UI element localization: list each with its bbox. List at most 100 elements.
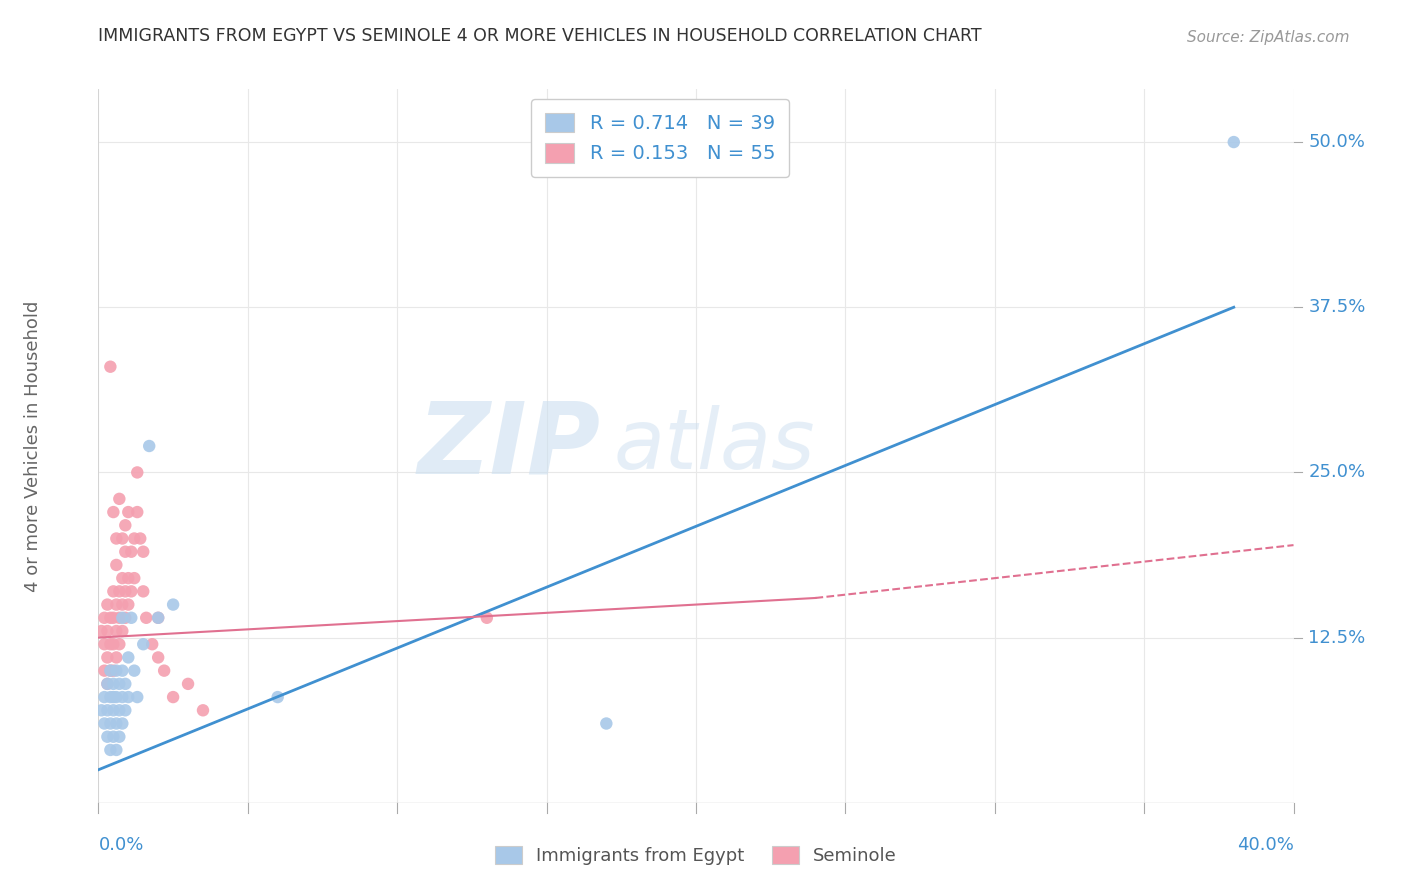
Text: 0.0%: 0.0% bbox=[98, 836, 143, 854]
Point bbox=[98, 664, 122, 678]
Point bbox=[98, 664, 122, 678]
Point bbox=[120, 545, 142, 559]
Text: IMMIGRANTS FROM EGYPT VS SEMINOLE 4 OR MORE VEHICLES IN HOUSEHOLD CORRELATION CH: IMMIGRANTS FROM EGYPT VS SEMINOLE 4 OR M… bbox=[98, 27, 981, 45]
Point bbox=[103, 664, 125, 678]
Point bbox=[114, 545, 136, 559]
Point bbox=[135, 611, 157, 625]
Point bbox=[96, 650, 118, 665]
Point bbox=[117, 571, 139, 585]
Point bbox=[267, 690, 290, 704]
Point bbox=[127, 466, 149, 480]
Point bbox=[111, 664, 134, 678]
Point bbox=[132, 545, 155, 559]
Legend: Immigrants from Egypt, Seminole: Immigrants from Egypt, Seminole bbox=[488, 838, 904, 872]
Point bbox=[96, 703, 118, 717]
Point bbox=[90, 624, 112, 638]
Point bbox=[105, 650, 128, 665]
Point bbox=[96, 598, 118, 612]
Point bbox=[132, 637, 155, 651]
Point bbox=[98, 716, 122, 731]
Point bbox=[108, 677, 131, 691]
Point bbox=[105, 716, 128, 731]
Point bbox=[108, 637, 131, 651]
Point bbox=[98, 690, 122, 704]
Point bbox=[129, 532, 152, 546]
Point bbox=[1223, 135, 1246, 149]
Text: atlas: atlas bbox=[614, 406, 815, 486]
Point bbox=[105, 532, 128, 546]
Text: 12.5%: 12.5% bbox=[1309, 629, 1365, 647]
Point bbox=[111, 611, 134, 625]
Point bbox=[103, 677, 125, 691]
Text: Source: ZipAtlas.com: Source: ZipAtlas.com bbox=[1187, 29, 1350, 45]
Point bbox=[108, 730, 131, 744]
Point bbox=[114, 584, 136, 599]
Point bbox=[177, 677, 200, 691]
Point bbox=[153, 664, 176, 678]
Point bbox=[114, 518, 136, 533]
Point bbox=[117, 598, 139, 612]
Point bbox=[120, 611, 142, 625]
Point bbox=[103, 611, 125, 625]
Point bbox=[105, 743, 128, 757]
Point bbox=[114, 703, 136, 717]
Point bbox=[96, 677, 118, 691]
Point bbox=[108, 584, 131, 599]
Point bbox=[93, 716, 115, 731]
Point bbox=[111, 690, 134, 704]
Text: 4 or more Vehicles in Household: 4 or more Vehicles in Household bbox=[24, 301, 42, 591]
Text: 50.0%: 50.0% bbox=[1309, 133, 1365, 151]
Point bbox=[148, 611, 170, 625]
Point bbox=[111, 571, 134, 585]
Point bbox=[111, 598, 134, 612]
Point bbox=[124, 664, 146, 678]
Point bbox=[96, 677, 118, 691]
Point bbox=[162, 598, 184, 612]
Point bbox=[93, 611, 115, 625]
Point bbox=[96, 730, 118, 744]
Point bbox=[127, 690, 149, 704]
Point bbox=[93, 637, 115, 651]
Point bbox=[114, 611, 136, 625]
Point bbox=[93, 664, 115, 678]
Point bbox=[138, 439, 160, 453]
Point bbox=[90, 703, 112, 717]
Text: 40.0%: 40.0% bbox=[1237, 836, 1294, 854]
Point bbox=[124, 532, 146, 546]
Point bbox=[117, 650, 139, 665]
Point bbox=[96, 624, 118, 638]
Point bbox=[98, 611, 122, 625]
Point bbox=[475, 611, 498, 625]
Point bbox=[117, 505, 139, 519]
Point bbox=[103, 584, 125, 599]
Point bbox=[103, 703, 125, 717]
Point bbox=[111, 624, 134, 638]
Point bbox=[111, 716, 134, 731]
Point bbox=[105, 690, 128, 704]
Point bbox=[117, 690, 139, 704]
Text: ZIP: ZIP bbox=[418, 398, 600, 494]
Point bbox=[148, 650, 170, 665]
Point bbox=[105, 664, 128, 678]
Text: 37.5%: 37.5% bbox=[1309, 298, 1365, 317]
Point bbox=[103, 505, 125, 519]
Point bbox=[98, 637, 122, 651]
Point bbox=[105, 558, 128, 572]
Point bbox=[595, 716, 617, 731]
Point bbox=[127, 505, 149, 519]
Point bbox=[105, 598, 128, 612]
Point bbox=[98, 743, 122, 757]
Point bbox=[103, 690, 125, 704]
Point bbox=[132, 584, 155, 599]
Point bbox=[120, 584, 142, 599]
Point bbox=[148, 611, 170, 625]
Point bbox=[111, 532, 134, 546]
Point bbox=[162, 690, 184, 704]
Point bbox=[191, 703, 214, 717]
Point bbox=[98, 359, 122, 374]
Point bbox=[114, 677, 136, 691]
Point bbox=[93, 690, 115, 704]
Point bbox=[124, 571, 146, 585]
Point bbox=[108, 611, 131, 625]
Point bbox=[141, 637, 163, 651]
